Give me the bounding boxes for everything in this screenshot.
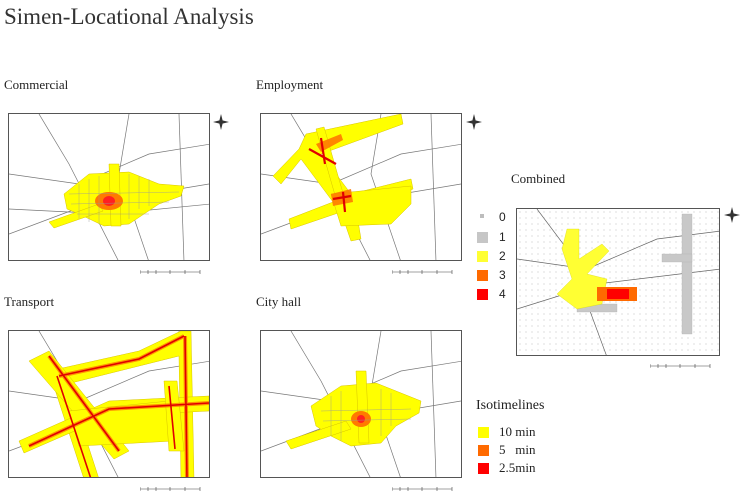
page-title: Simen-Locational Analysis: [4, 4, 254, 29]
legend-swatch-4: [477, 289, 488, 300]
map-transport: [8, 330, 210, 478]
isotime-swatch-5: [478, 445, 489, 456]
label-employment: Employment: [256, 77, 324, 92]
north-arrow-icon: [466, 114, 482, 130]
map-combined: [516, 208, 720, 356]
map-employment: [260, 113, 462, 261]
label-transport: Transport: [4, 294, 55, 309]
map-cityhall: [260, 330, 462, 478]
legend-swatch-0: [480, 214, 484, 218]
label-cityhall: City hall: [256, 294, 302, 309]
isotime-label-10: 10 min: [499, 424, 536, 439]
legend-label-2: 2: [499, 249, 506, 263]
legend-swatch-3: [477, 270, 488, 281]
scale-bar: [139, 265, 205, 274]
legend-label-4: 4: [499, 287, 506, 301]
scale-bar: [391, 265, 457, 274]
scale-bar: [391, 482, 457, 491]
isotime-label-2-5: 2.5min: [499, 460, 536, 475]
north-arrow-icon: [213, 114, 229, 130]
isotime-label-5: 5 min: [499, 442, 536, 457]
isotime-legend-title: Isotimelines: [476, 398, 545, 413]
isotime-swatch-10: [478, 427, 489, 438]
label-combined: Combined: [511, 171, 566, 186]
north-arrow-icon: [724, 207, 740, 223]
legend-label-3: 3: [499, 268, 506, 282]
map-commercial: [8, 113, 210, 261]
legend-swatch-1: [477, 232, 488, 243]
label-commercial: Commercial: [4, 77, 69, 92]
scale-bar: [649, 359, 715, 368]
scale-bar: [139, 482, 205, 491]
isotime-swatch-2-5: [478, 463, 489, 474]
legend-swatch-2: [477, 251, 488, 262]
legend-label-1: 1: [499, 230, 506, 244]
legend-label-0: 0: [499, 210, 506, 224]
